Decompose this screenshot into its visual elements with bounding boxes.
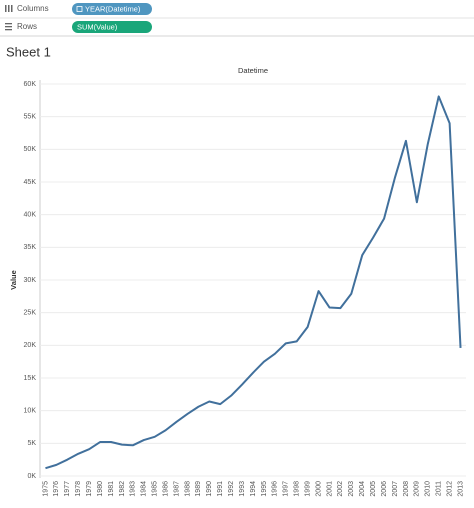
x-tick-label: 1989 [195, 481, 202, 497]
shelf-label: Columns [17, 4, 49, 13]
y-tick-label: 10K [24, 408, 37, 415]
rows-pill[interactable] [72, 21, 152, 33]
x-tick-label: 1998 [294, 481, 301, 497]
y-tick-label: 55K [24, 114, 37, 121]
x-tick-label: 1979 [86, 481, 93, 497]
x-tick-label: 1996 [272, 481, 279, 497]
x-tick-label: 1992 [228, 481, 235, 497]
x-tick-label: 1978 [75, 481, 82, 497]
x-tick-label: 2001 [326, 481, 333, 497]
pill-icon [76, 6, 83, 12]
y-tick-label: 5K [27, 440, 36, 447]
y-tick-label: 20K [24, 342, 37, 349]
x-tick-label: 2005 [370, 481, 377, 497]
x-tick-label: 2012 [446, 481, 453, 497]
x-tick-label: 1986 [162, 481, 169, 497]
columns-icon [5, 5, 13, 12]
data-line [45, 95, 462, 470]
x-tick-label: 1987 [173, 481, 180, 497]
y-axis-title: Value [9, 270, 18, 290]
x-tick-label: 1981 [108, 481, 115, 497]
shelf-label: Rows [17, 22, 37, 31]
y-tick-label: 0K [27, 473, 36, 480]
x-tick-label: 1983 [130, 481, 137, 497]
y-tick-label: 35K [24, 244, 37, 251]
x-tick-label: 1994 [250, 481, 257, 497]
x-tick-label: 2000 [315, 481, 322, 497]
x-tick-label: 2004 [359, 481, 366, 497]
y-tick-label: 50K [24, 146, 37, 153]
x-tick-label: 2013 [457, 481, 464, 497]
x-tick-label: 2007 [392, 481, 399, 497]
rows-icon [5, 23, 12, 31]
x-tick-label: 2011 [436, 481, 443, 496]
x-tick-label: 2003 [348, 481, 355, 497]
x-tick-label: 1997 [283, 481, 290, 497]
x-tick-label: 1995 [261, 481, 268, 497]
x-tick-label: 1982 [119, 481, 126, 497]
y-tick-label: 60K [24, 81, 37, 88]
pill-text: YEAR(Datetime) [85, 4, 141, 13]
x-tick-label: 1976 [53, 481, 60, 497]
y-tick-label: 15K [24, 375, 37, 382]
x-tick-label: 1975 [42, 481, 49, 497]
x-tick-label: 1984 [141, 481, 148, 497]
x-tick-label: 1990 [206, 481, 213, 497]
x-tick-label: 2010 [425, 481, 432, 497]
y-tick-label: 40K [24, 212, 37, 219]
x-tick-label: 1991 [217, 481, 224, 497]
x-tick-label: 2002 [337, 481, 344, 497]
columns-pill[interactable] [72, 3, 152, 15]
x-tick-label: 2008 [403, 481, 410, 497]
pill-text: SUM(Value) [77, 22, 118, 31]
x-tick-label: 2009 [414, 481, 421, 497]
x-tick-label: 1977 [64, 481, 71, 497]
x-tick-label: 1999 [304, 481, 311, 497]
x-tick-label: 2006 [381, 481, 388, 497]
chart-title: Datetime [238, 66, 268, 75]
x-tick-label: 1985 [152, 481, 159, 497]
x-tick-label: 1988 [184, 481, 191, 497]
y-tick-label: 45K [24, 179, 37, 186]
y-tick-label: 30K [24, 277, 37, 284]
sheet-title: Sheet 1 [6, 44, 51, 59]
y-tick-label: 25K [24, 310, 37, 317]
x-tick-label: 1980 [97, 481, 104, 497]
x-tick-label: 1993 [239, 481, 246, 497]
